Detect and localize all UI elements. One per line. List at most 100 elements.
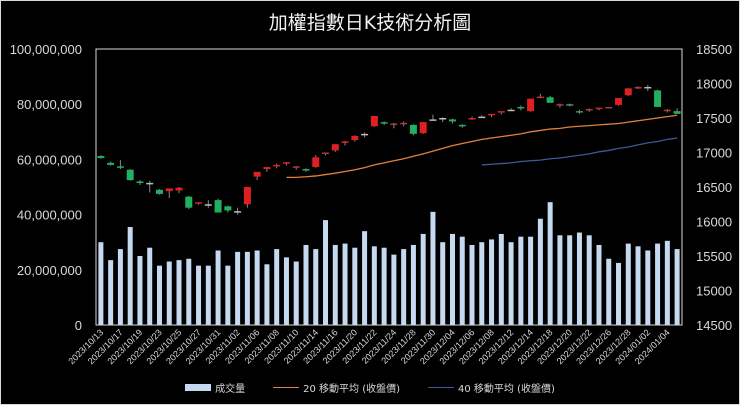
volume-bar (586, 235, 592, 325)
candle-body (517, 106, 525, 109)
candle-body (536, 96, 544, 99)
legend-label-ma20: 20 移動平均 (收盤價) (303, 384, 400, 395)
candle-body (654, 90, 662, 107)
candle-body (556, 104, 564, 106)
candle-body (107, 162, 115, 165)
volume-bar (391, 254, 397, 325)
volume-bar (244, 251, 250, 325)
volume-bar (616, 262, 622, 325)
candle-body (419, 122, 427, 134)
candle-body (507, 109, 515, 112)
y-left-tick: 60,000,000 (17, 152, 82, 167)
volume-bar (645, 250, 651, 325)
volume-bar (625, 243, 631, 325)
volume-bar (137, 256, 143, 325)
candle-body (439, 118, 447, 120)
volume-bar (489, 239, 495, 325)
volume-bar (196, 265, 202, 325)
candle-body (185, 196, 193, 208)
volume-bar (567, 235, 573, 325)
candle-body (331, 144, 339, 151)
volume-bar (498, 233, 504, 325)
volume-bar (303, 244, 309, 325)
candle-body (575, 111, 583, 113)
volume-bar (576, 232, 582, 325)
volume-bar (635, 246, 641, 325)
volume-bar (293, 261, 299, 325)
y-left-tick: 100,000,000 (10, 42, 82, 57)
candle-body (97, 155, 105, 159)
candle-body (585, 109, 593, 111)
volume-bar (108, 260, 114, 325)
volume-bar (469, 244, 475, 325)
volume-bar (147, 247, 153, 325)
candle-body (390, 123, 398, 126)
candle-body (380, 122, 388, 124)
candle-body (312, 157, 320, 167)
candle-body (224, 206, 232, 211)
volume-bar (664, 240, 670, 325)
candle-body (605, 106, 613, 109)
candle-body (488, 113, 496, 116)
legend-label-ma40: 40 移動平均 (收盤價) (458, 384, 555, 395)
candle-body (126, 169, 134, 181)
plot-area (95, 48, 683, 326)
candle-body (429, 119, 437, 121)
volume-bar (117, 249, 123, 325)
volume-bar (420, 233, 426, 325)
y-right-tick: 18500 (696, 42, 732, 57)
candle-body (566, 104, 574, 106)
legend-item-ma20: 20 移動平均 (收盤價) (273, 380, 400, 395)
volume-bar (166, 261, 172, 325)
volume-bar (440, 242, 446, 325)
candle-body (468, 118, 476, 120)
volume-bar (156, 265, 162, 325)
volume-bar (674, 249, 680, 325)
volume-bar (459, 236, 465, 325)
candle-body (116, 166, 124, 168)
ma20-swatch-icon (273, 387, 300, 388)
candle-body (527, 98, 535, 112)
candle-body (155, 189, 163, 194)
candle-body (497, 111, 505, 113)
volume-bar (352, 247, 358, 325)
chart-title: 加權指數日K技術分析圖 (268, 12, 472, 34)
candle-body (458, 124, 466, 127)
candle-body (302, 169, 310, 171)
volume-bar (479, 242, 485, 325)
candle-body (663, 109, 671, 112)
volume-bar (254, 250, 260, 325)
volume-bar (528, 236, 534, 325)
volume-bar (381, 247, 387, 325)
y-left-tick: 0 (75, 318, 82, 333)
volume-bar (557, 235, 563, 325)
candle-body (370, 115, 378, 127)
ma20-line (286, 114, 678, 178)
volume-bar (215, 250, 221, 325)
volume-bar (127, 227, 133, 325)
volume-bar (283, 257, 289, 325)
candle-body (644, 86, 652, 89)
volume-bar (313, 249, 319, 325)
volume-bar (264, 264, 270, 325)
candle-body (615, 97, 623, 105)
y-right-tick: 16500 (696, 180, 732, 195)
candle-body (478, 116, 486, 119)
candle-body (546, 97, 554, 103)
y-left-tick: 20,000,000 (17, 263, 82, 278)
volume-swatch-icon (185, 384, 212, 391)
legend-label-volume: 成交量 (215, 384, 246, 395)
volume-bar (176, 260, 182, 325)
volume-bar (655, 243, 661, 325)
candle-body (146, 182, 154, 185)
candle-body (243, 187, 251, 205)
candle-body (136, 181, 144, 183)
candle-body (234, 211, 242, 213)
ma40-line (481, 137, 678, 166)
volume-bar (401, 249, 407, 325)
y-right-tick: 14500 (696, 318, 732, 333)
legend-item-volume: 成交量 (185, 380, 245, 395)
volume-bar (332, 244, 338, 325)
